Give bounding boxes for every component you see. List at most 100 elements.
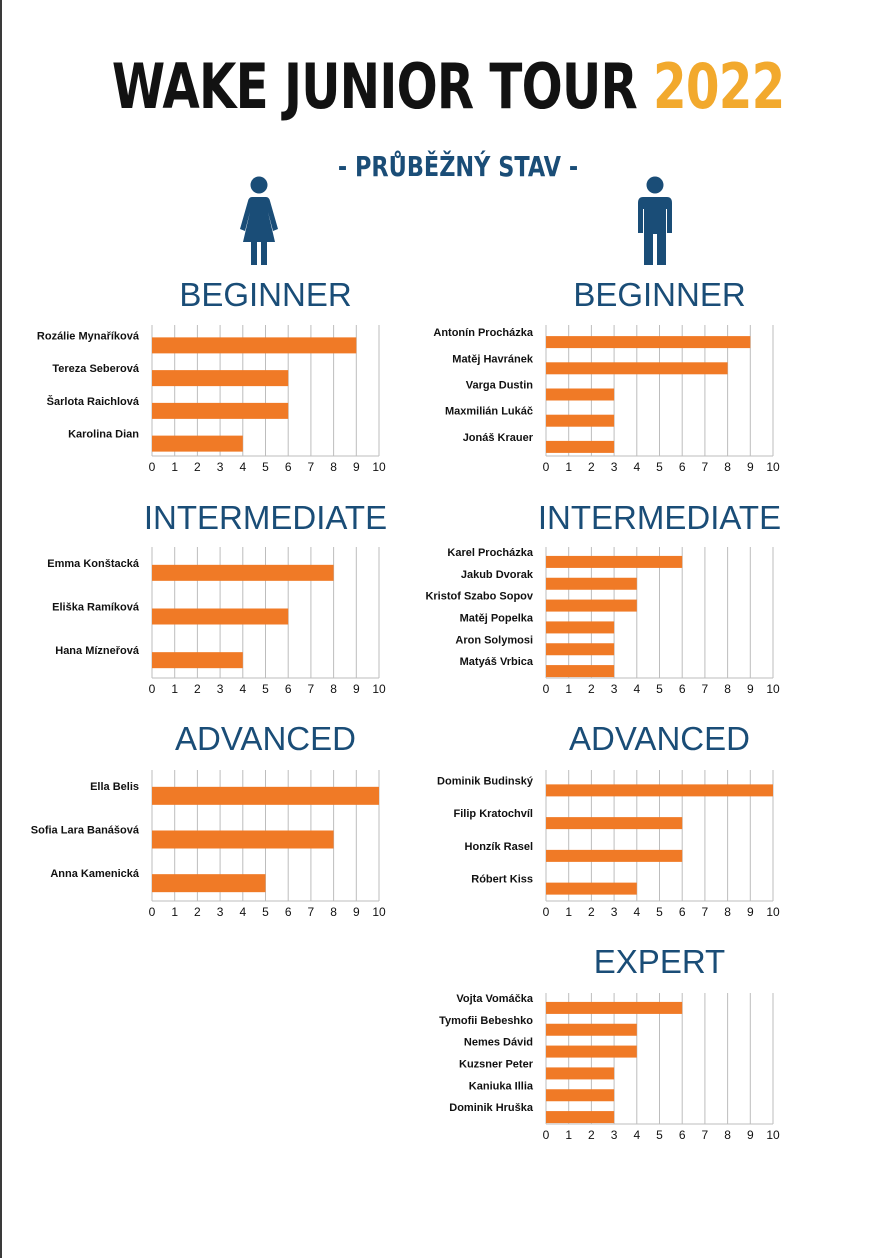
category-label: Aron Solymosi [455,634,533,646]
category-label: Dominik Budinský [437,775,534,787]
x-tick-label: 9 [353,682,360,696]
x-tick-label: 8 [724,460,731,474]
x-tick-label: 3 [611,905,618,919]
x-tick-label: 4 [239,905,246,919]
category-label: Kristof Szabo Sopov [425,591,533,603]
x-tick-label: 9 [747,1128,754,1142]
x-tick-label: 1 [171,682,178,696]
x-tick-label: 6 [679,905,686,919]
x-tick-label: 5 [656,1128,663,1142]
x-tick-label: 1 [565,682,572,696]
bar-matej-havranek [546,362,728,375]
bar-emma-konstacka [152,564,334,581]
bar-rozalie-mynarikova [152,337,357,354]
x-tick-label: 6 [285,682,292,696]
category-label: Tereza Seberová [52,363,140,375]
x-tick-label: 2 [588,460,595,474]
bar-maxmilian-lukac [546,414,615,427]
x-tick-label: 7 [308,905,315,919]
page-title: WAKE JUNIOR TOUR 2022 [100,50,796,123]
bar-vojta-vomacka [546,1001,683,1014]
category-label: Sofia Lara Banášová [31,825,140,837]
bar-sarlota-raichlova [152,402,289,419]
bar-kaniuka-illia [546,1089,615,1102]
x-tick-label: 5 [262,460,269,474]
x-tick-label: 10 [372,682,386,696]
x-tick-label: 10 [372,905,386,919]
bar-eliska-ramikova [152,608,289,625]
x-tick-label: 8 [724,905,731,919]
bar-dominik-hruska [546,1111,615,1124]
page-left-border [0,0,2,1258]
x-tick-label: 7 [702,682,709,696]
x-tick-label: 10 [766,1128,780,1142]
x-tick-label: 1 [565,460,572,474]
x-tick-label: 2 [194,905,201,919]
x-tick-label: 0 [543,1128,550,1142]
x-tick-label: 6 [679,1128,686,1142]
x-tick-label: 1 [171,905,178,919]
x-tick-label: 2 [194,460,201,474]
x-tick-label: 4 [633,905,640,919]
bar-anna-kamenicka [152,874,266,893]
category-label: Matěj Havránek [452,353,534,365]
category-label: Jakub Dvorak [461,569,534,581]
category-label: Filip Kratochvíl [454,808,533,820]
category-label: Anna Kamenická [50,868,140,880]
x-tick-label: 7 [702,460,709,474]
x-tick-label: 3 [217,682,224,696]
x-tick-label: 10 [766,905,780,919]
category-label: Emma Konštacká [47,558,140,570]
bar-chart-svg: 0 1 2 3 4 5 6 7 8 9 10 Antonín Procházka Matěj Havrá… [433,325,780,474]
x-tick-label: 4 [239,460,246,474]
category-label: Hana Mízneřová [55,645,140,657]
x-tick-label: 3 [217,905,224,919]
x-tick-label: 0 [149,682,156,696]
x-tick-label: 4 [239,682,246,696]
x-tick-label: 3 [217,460,224,474]
x-tick-label: 5 [262,905,269,919]
chart-title: INTERMEDIATE [537,499,782,536]
category-label: Matěj Popelka [460,612,534,624]
category-label: Karolina Dian [68,429,139,441]
bar-honzik-rasel [546,849,683,862]
bar-matej-popelka [546,621,615,634]
bar-filip-kratochvil [546,817,683,830]
x-tick-label: 9 [747,682,754,696]
category-label: Tymofii Bebeshko [439,1015,533,1027]
bar-chart-svg: 0 1 2 3 4 5 6 7 8 9 10 Ella Belis Sofia Lara Banášov… [31,770,386,919]
x-tick-label: 5 [656,905,663,919]
x-tick-label: 4 [633,1128,640,1142]
x-tick-label: 6 [285,905,292,919]
x-tick-label: 9 [747,460,754,474]
bar-karel-prochazka [546,555,683,568]
page-subtitle: - PRŮBĚŽNÝ STAV - [337,150,579,183]
x-tick-label: 4 [633,682,640,696]
x-tick-label: 10 [372,460,386,474]
bar-tymofii-bebeshko [546,1023,637,1036]
category-label: Kuzsner Peter [459,1058,534,1070]
category-label: Kaniuka Illia [469,1080,534,1092]
bar-varga-dustin [546,388,615,401]
bar-jakub-dvorak [546,577,637,590]
x-tick-label: 8 [330,460,337,474]
bar-chart-svg: 0 1 2 3 4 5 6 7 8 9 10 Emma Konštacká Eliška Ramíkov… [47,547,386,696]
category-label: Antonín Procházka [433,327,534,339]
category-label: Šarlota Raichlová [47,395,140,408]
x-tick-label: 5 [262,682,269,696]
chart-title: BEGINNER [573,276,746,313]
bar-karolina-dian [152,435,243,452]
x-tick-label: 7 [308,460,315,474]
category-label: Jonáš Krauer [463,432,534,444]
category-label: Rozálie Mynaříková [37,330,140,342]
chart-title: BEGINNER [179,276,352,313]
x-tick-label: 0 [543,905,550,919]
x-tick-label: 1 [171,460,178,474]
bar-kuzsner-peter [546,1067,615,1080]
x-tick-label: 9 [353,905,360,919]
category-label: Maxmilián Lukáč [445,406,533,418]
x-tick-label: 7 [308,682,315,696]
x-tick-label: 0 [149,460,156,474]
x-tick-label: 8 [724,682,731,696]
bar-chart-svg: 0 1 2 3 4 5 6 7 8 9 10 Vojta Vomáčka Tymofii Bebeshk… [439,993,780,1142]
